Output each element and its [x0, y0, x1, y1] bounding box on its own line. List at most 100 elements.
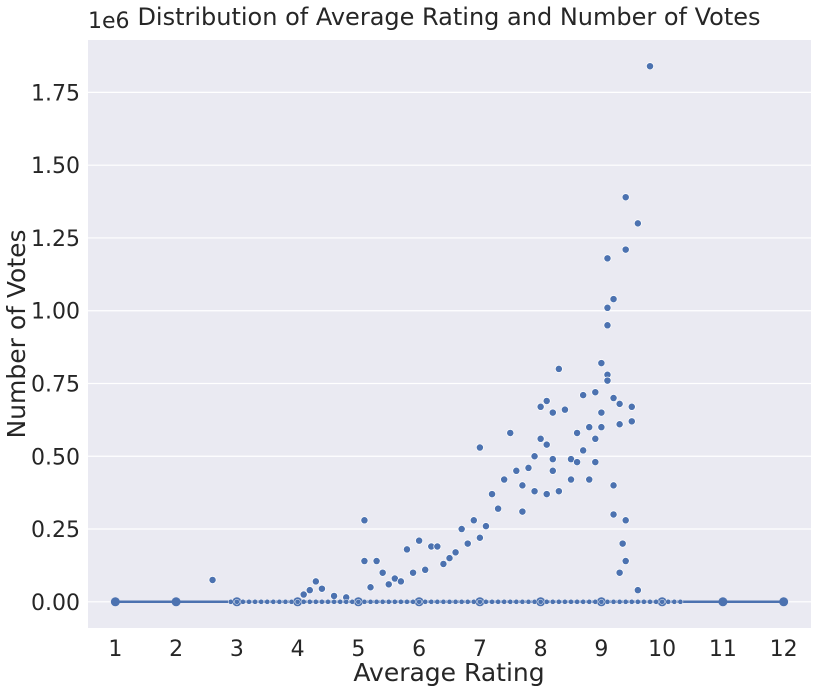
scatter-point: [410, 598, 416, 605]
scatter-point: [208, 576, 217, 584]
scatter-point: [610, 598, 617, 605]
scatter-point: [398, 598, 404, 605]
scatter-point: [446, 598, 453, 605]
x-tick-label: 7: [473, 637, 487, 662]
scatter-point: [317, 584, 326, 593]
scatter-point: [573, 429, 582, 437]
scatter-point: [609, 295, 618, 304]
scatter-point: [494, 504, 503, 513]
scatter-point: [258, 598, 265, 605]
scatter-point: [585, 423, 594, 432]
scatter-point: [469, 516, 478, 525]
scatter-point: [641, 598, 647, 605]
scatter-point: [404, 598, 410, 605]
y-axis-ticks: 0.00 0.25 0.50 0.75 1.00 1.25 1.50 1.75: [31, 81, 80, 615]
scatter-point: [603, 254, 612, 263]
scatter-point: [343, 598, 350, 605]
scatter-point: [385, 598, 392, 605]
x-tick-label: 5: [351, 637, 365, 662]
scatter-point: [597, 359, 606, 368]
scatter-point: [518, 507, 527, 516]
scatter-point: [548, 466, 557, 475]
scatter-point: [325, 598, 331, 605]
scatter-point: [591, 458, 600, 467]
scatter-point: [434, 598, 441, 605]
scatter-point: [396, 577, 405, 586]
x-tick-label: 10: [648, 637, 676, 662]
scatter-point: [415, 536, 424, 545]
scatter-point: [234, 598, 240, 605]
scatter-point: [391, 598, 398, 605]
scatter-point: [372, 557, 381, 565]
scatter-point: [618, 539, 627, 548]
scatter-point: [531, 598, 538, 605]
scatter-point: [615, 568, 624, 577]
scatter-point: [609, 481, 618, 490]
scatter-point: [276, 598, 283, 605]
scatter-point: [647, 598, 653, 605]
scatter-point: [312, 598, 319, 605]
scatter-point: [665, 598, 672, 605]
scatter-point: [457, 525, 466, 533]
scatter-point: [483, 598, 489, 605]
scatter-point: [586, 598, 593, 605]
scatter-point: [422, 598, 429, 605]
scatter-point: [500, 475, 509, 484]
scatter-point: [677, 598, 684, 605]
scatter-point: [512, 466, 521, 475]
y-tick-label: 0.75: [31, 372, 80, 397]
scatter-point: [252, 598, 258, 605]
scatter-point: [591, 434, 600, 443]
scatter-point: [519, 598, 526, 605]
scatter-point: [627, 417, 636, 426]
baseline-marker: [718, 597, 728, 607]
scatter-point: [597, 423, 606, 432]
scatter-point: [542, 440, 551, 449]
scatter-point: [603, 376, 612, 385]
scatter-point: [439, 560, 448, 568]
scatter-point: [299, 590, 308, 599]
scatter-point: [428, 598, 435, 605]
scatter-point: [507, 598, 514, 605]
grid-lines: [88, 91, 811, 603]
scatter-point: [489, 598, 495, 605]
scatter-point: [542, 397, 551, 405]
scatter-point: [598, 598, 605, 605]
scatter-point: [433, 542, 442, 551]
y-tick-label: 0.00: [31, 591, 80, 616]
scatter-point: [294, 598, 301, 605]
scatter-point: [659, 598, 665, 605]
scatter-point: [488, 490, 496, 499]
scatter-point: [337, 598, 343, 605]
scatter-point: [646, 62, 654, 71]
scatter-point: [633, 219, 642, 228]
x-tick-label: 6: [412, 637, 426, 662]
scatter-point: [311, 577, 320, 586]
scatter-point: [367, 598, 374, 605]
y-tick-label: 0.50: [31, 445, 80, 470]
scatter-point: [495, 598, 501, 605]
scatter-point: [403, 545, 411, 554]
scatter-point: [573, 458, 582, 467]
scatter-point: [506, 429, 515, 437]
scatter-point: [568, 598, 574, 605]
scatter-point: [378, 568, 387, 577]
y-tick-label: 1.25: [31, 227, 80, 252]
baseline-marker: [779, 597, 789, 607]
scatter-point: [634, 598, 641, 605]
scatter-point: [556, 598, 562, 605]
scatter-point: [537, 598, 544, 605]
scatter-point: [282, 598, 289, 605]
scatter-point: [543, 598, 550, 605]
x-tick-label: 8: [534, 637, 548, 662]
scatter-point: [227, 598, 234, 605]
scatter-point: [349, 598, 356, 605]
scatter-point: [548, 408, 557, 417]
scatter-point: [306, 598, 313, 605]
x-tick-label: 4: [291, 637, 305, 662]
scatter-point: [622, 598, 629, 605]
scatter-point: [621, 245, 630, 254]
scatter-point: [463, 539, 472, 548]
y-axis-label: Number of Votes: [2, 229, 31, 438]
scatter-point: [361, 598, 368, 605]
